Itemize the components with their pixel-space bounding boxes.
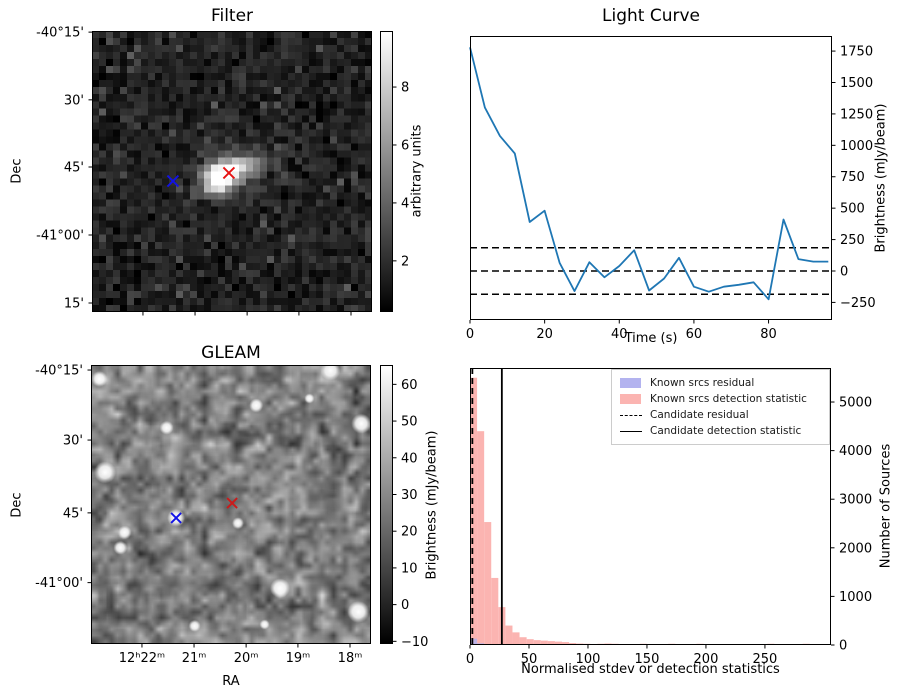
svg-text:19ᵐ: 19ᵐ <box>286 651 311 666</box>
svg-text:0: 0 <box>839 639 847 654</box>
svg-text:6: 6 <box>401 138 409 153</box>
svg-text:45': 45' <box>63 506 83 521</box>
light-curve-panel: 0 20 40 60 80 −250 0 250 500 750 1000 1250 1500 1750 <box>466 36 876 342</box>
histogram-panel: 0 50 100 150 200 250 0 1000 2000 3000 4000 5000 <box>466 368 872 667</box>
gleam-title: GLEAM <box>201 343 261 363</box>
svg-text:1000: 1000 <box>839 590 872 605</box>
histogram-legend: Known srcs residual Known srcs detection… <box>611 369 830 445</box>
svg-text:0: 0 <box>466 327 474 342</box>
svg-text:0: 0 <box>466 652 474 667</box>
known-residual-swatch <box>620 378 641 388</box>
filter-image-panel: -40°15' 30' 45' -41°00' 15' <box>36 26 372 316</box>
svg-text:40: 40 <box>401 451 418 466</box>
svg-text:250: 250 <box>840 233 865 248</box>
svg-text:4: 4 <box>401 196 409 211</box>
svg-text:100: 100 <box>576 652 601 667</box>
gleam-colorbar-label: Brightness (mJy/beam) <box>424 430 440 580</box>
svg-text:−250: −250 <box>840 296 876 311</box>
legend-label: Known srcs detection statistic <box>650 393 807 405</box>
legend-label: Candidate residual <box>650 409 749 421</box>
known-source-position-marker <box>170 512 182 524</box>
svg-text:80: 80 <box>760 327 777 342</box>
svg-text:2000: 2000 <box>839 541 872 556</box>
svg-text:60: 60 <box>401 378 418 393</box>
candidate-position-marker <box>226 497 238 509</box>
svg-text:40: 40 <box>611 327 628 342</box>
svg-text:21ᵐ: 21ᵐ <box>182 651 207 666</box>
gleam-colorbar: −10 0 10 20 30 40 50 60 <box>380 365 428 650</box>
svg-text:60: 60 <box>686 327 703 342</box>
svg-text:-40°15': -40°15' <box>35 364 83 379</box>
histogram-plot: 0 50 100 150 200 250 0 1000 2000 3000 4000 5000 <box>466 368 872 667</box>
colorbar-ticks: −10 0 10 20 30 40 50 60 <box>393 378 428 650</box>
svg-text:250: 250 <box>753 652 778 667</box>
svg-text:20: 20 <box>536 327 553 342</box>
known-source-position-marker <box>166 174 180 188</box>
svg-text:8: 8 <box>401 81 409 96</box>
axes: -40°15' 30' 45' -41°00' 15' <box>36 26 372 316</box>
dashed-line-swatch <box>620 414 642 416</box>
svg-text:12ʰ22ᵐ: 12ʰ22ᵐ <box>119 651 165 666</box>
svg-text:200: 200 <box>694 652 719 667</box>
legend-label: Known srcs residual <box>650 377 755 389</box>
gleam-ylabel: Dec <box>9 492 25 518</box>
svg-text:-41°00': -41°00' <box>35 576 83 591</box>
svg-text:10: 10 <box>401 561 418 576</box>
svg-text:18ᵐ: 18ᵐ <box>338 651 363 666</box>
light-curve-title: Light Curve <box>602 6 700 26</box>
marker-overlay <box>170 497 238 524</box>
svg-text:-40°15': -40°15' <box>36 26 84 41</box>
light-curve-series <box>469 47 829 301</box>
light-curve-xlabel: Time (s) <box>624 331 678 346</box>
legend-item-candidate-detection: Candidate detection statistic <box>620 423 821 439</box>
filter-colorbar-label: arbitrary units <box>409 124 425 218</box>
legend-item-known-residual: Known srcs residual <box>620 375 821 391</box>
filter-noise-image <box>92 31 372 312</box>
svg-text:150: 150 <box>635 652 660 667</box>
filter-ylabel: Dec <box>9 158 25 184</box>
svg-text:50: 50 <box>401 415 418 430</box>
svg-text:4000: 4000 <box>839 444 872 459</box>
svg-text:0: 0 <box>840 264 848 279</box>
histogram-xlabel: Normalised stdev or detection statistics <box>521 662 780 677</box>
light-curve-ylabel: Brightness (mJy/beam) <box>873 103 889 253</box>
svg-text:1750: 1750 <box>840 45 873 60</box>
known-detection-swatch <box>620 394 641 404</box>
legend-item-known-detection: Known srcs detection statistic <box>620 391 821 407</box>
gleam-xlabel: RA <box>222 674 240 689</box>
gleam-image-panel: 12ʰ22ᵐ 21ᵐ 20ᵐ 19ᵐ 18ᵐ -40°15' 30' 45' -41°00' <box>35 364 371 666</box>
filter-title: Filter <box>210 6 254 26</box>
solid-line-swatch <box>620 430 642 432</box>
svg-text:30': 30' <box>63 434 83 449</box>
histogram-ylabel: Number of Sources <box>878 443 894 569</box>
filter-colorbar: 2 4 6 8 <box>380 31 409 312</box>
axes: 12ʰ22ᵐ 21ᵐ 20ᵐ 19ᵐ 18ᵐ -40°15' 30' 45' -41°00' <box>35 364 371 666</box>
svg-text:750: 750 <box>840 170 865 185</box>
svg-text:3000: 3000 <box>839 493 872 508</box>
svg-text:500: 500 <box>840 202 865 217</box>
svg-text:2: 2 <box>401 254 409 269</box>
legend-label: Candidate detection statistic <box>650 425 802 437</box>
colorbar-ticks: 2 4 6 8 <box>393 81 409 269</box>
candidate-position-marker <box>222 166 236 180</box>
marker-overlay <box>166 166 236 188</box>
svg-text:0: 0 <box>401 598 409 613</box>
svg-text:30': 30' <box>64 93 84 108</box>
svg-text:-41°00': -41°00' <box>36 229 84 244</box>
svg-text:1500: 1500 <box>840 76 873 91</box>
svg-text:45': 45' <box>64 161 84 176</box>
svg-text:1000: 1000 <box>840 139 873 154</box>
legend-item-candidate-residual: Candidate residual <box>620 407 821 423</box>
svg-text:30: 30 <box>401 488 418 503</box>
svg-text:5000: 5000 <box>839 396 872 411</box>
svg-text:20: 20 <box>401 525 418 540</box>
svg-text:1250: 1250 <box>840 107 873 122</box>
svg-text:20ᵐ: 20ᵐ <box>234 651 259 666</box>
svg-text:50: 50 <box>521 652 538 667</box>
svg-text:15': 15' <box>64 297 84 312</box>
svg-text:−10: −10 <box>401 635 428 650</box>
light-curve-plot: 0 20 40 60 80 −250 0 250 500 750 1000 1250 1500 1750 <box>466 36 876 342</box>
